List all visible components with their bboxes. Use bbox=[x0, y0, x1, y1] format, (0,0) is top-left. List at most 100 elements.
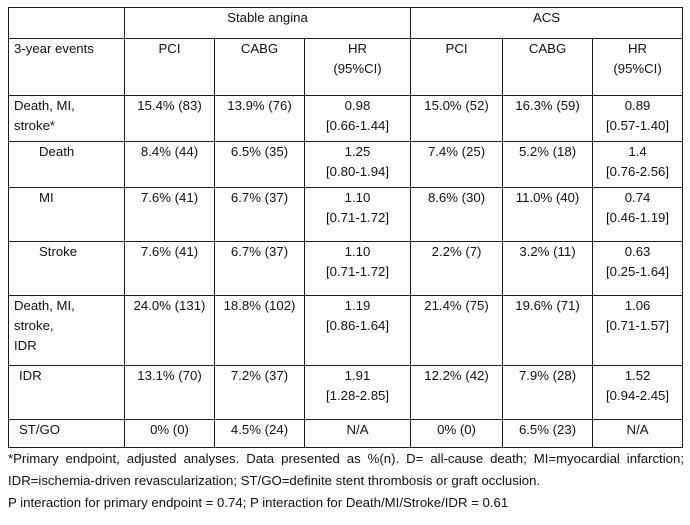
footnote-interaction: P interaction for primary endpoint = 0.7… bbox=[8, 495, 509, 510]
acs-cabg-cell: 11.0% (40) bbox=[502, 187, 594, 242]
outcomes-table: Stable angina ACS 3-year events PCI CABG… bbox=[8, 7, 684, 448]
stable-hr-cell: 1.10 [0.71-1.72] bbox=[303, 187, 412, 242]
stable-pci-cell: 15.4% (83) bbox=[124, 95, 215, 142]
acs-hr-cell-value: [0.71-1.57] bbox=[606, 318, 670, 333]
acs-cabg-cell: 16.3% (59) bbox=[502, 95, 594, 142]
header-columns-row: 3-year events PCI CABG HR (95%CI) PCI CA… bbox=[8, 38, 684, 96]
table-row: IDR 13.1% (70) 7.2% (37) 1.91 [1.28-2.85] 12.… bbox=[8, 365, 684, 420]
event-label: MI bbox=[39, 190, 54, 205]
event-label: Death bbox=[39, 144, 75, 159]
header-ci-label: (95%CI) bbox=[613, 61, 662, 76]
acs-hr-cell: N/A bbox=[592, 419, 684, 448]
acs-hr-cell-value: [0.76-2.56] bbox=[606, 164, 670, 179]
event-cell: ST/GO bbox=[8, 419, 125, 448]
event-label: Death, MI, bbox=[14, 298, 75, 313]
acs-pci-cell: 12.2% (42) bbox=[410, 365, 504, 420]
stable-cabg-cell: 6.7% (37) bbox=[214, 187, 305, 242]
acs-hr-cell: 0.63 [0.25-1.64] bbox=[592, 241, 684, 296]
acs-hr-cell-value: 1.4 bbox=[628, 144, 647, 159]
header-stable-hr: HR (95%CI) bbox=[303, 38, 412, 96]
acs-hr-cell-value: 1.06 bbox=[624, 298, 651, 313]
acs-pci-cell-value: 0% (0) bbox=[437, 422, 476, 437]
stable-hr-cell-value: N/A bbox=[346, 422, 369, 437]
stable-cabg-cell-value: 6.7% (37) bbox=[230, 244, 289, 259]
header-group-row: Stable angina ACS bbox=[8, 7, 684, 39]
header-stable-cabg: CABG bbox=[214, 38, 305, 96]
event-label: Stroke bbox=[39, 244, 78, 259]
stable-hr-cell: 1.25 [0.80-1.94] bbox=[303, 141, 412, 188]
acs-pci-cell: 15.0% (52) bbox=[410, 95, 504, 142]
stable-hr-cell-value: 1.10 bbox=[344, 244, 371, 259]
acs-hr-cell-value: [0.94-2.45] bbox=[606, 388, 670, 403]
event-cell: IDR bbox=[8, 365, 125, 420]
acs-cabg-cell-value: 11.0% (40) bbox=[515, 190, 580, 205]
stable-cabg-cell: 7.2% (37) bbox=[214, 365, 305, 420]
acs-hr-cell-value: 0.63 bbox=[624, 244, 651, 259]
acs-hr-cell-value: [0.46-1.19] bbox=[606, 210, 670, 225]
acs-cabg-cell-value: 7.9% (28) bbox=[518, 368, 577, 383]
acs-hr-cell-value: 0.89 bbox=[624, 98, 651, 113]
header-empty-cell bbox=[8, 7, 125, 39]
stable-hr-cell-value: 1.10 bbox=[344, 190, 371, 205]
acs-pci-cell: 7.4% (25) bbox=[410, 141, 504, 188]
stable-pci-cell-value: 7.6% (41) bbox=[140, 244, 199, 259]
acs-hr-cell-value: [0.25-1.64] bbox=[606, 264, 670, 279]
acs-hr-cell-value: [0.57-1.40] bbox=[606, 118, 670, 133]
acs-hr-cell: 1.06 [0.71-1.57] bbox=[592, 295, 684, 366]
stable-hr-cell: 0.98 [0.66-1.44] bbox=[303, 95, 412, 142]
stable-hr-cell: 1.10 [0.71-1.72] bbox=[303, 241, 412, 296]
stable-cabg-cell-value: 6.7% (37) bbox=[230, 190, 289, 205]
acs-pci-cell-value: 2.2% (7) bbox=[431, 244, 482, 259]
acs-cabg-cell: 3.2% (11) bbox=[502, 241, 594, 296]
stable-cabg-cell-value: 18.8% (102) bbox=[223, 298, 296, 313]
event-label: IDR bbox=[14, 338, 37, 353]
table-body: Death, MI, stroke* 15.4% (83) 13.9% (76) 0.9… bbox=[8, 95, 684, 448]
stable-hr-cell: N/A bbox=[303, 419, 412, 448]
acs-cabg-cell: 6.5% (23) bbox=[502, 419, 594, 448]
stable-hr-cell: 1.19 [0.86-1.64] bbox=[303, 295, 412, 366]
stable-cabg-cell: 4.5% (24) bbox=[214, 419, 305, 448]
acs-pci-cell: 0% (0) bbox=[410, 419, 504, 448]
acs-cabg-cell-value: 19.6% (71) bbox=[515, 298, 580, 313]
header-acs: ACS bbox=[410, 7, 684, 39]
stable-pci-cell-value: 13.1% (70) bbox=[137, 368, 202, 383]
header-acs-cabg: CABG bbox=[502, 38, 594, 96]
stable-hr-cell-value: [0.80-1.94] bbox=[325, 164, 390, 179]
stable-pci-cell-value: 0% (0) bbox=[150, 422, 189, 437]
event-label: IDR bbox=[19, 368, 42, 383]
stable-hr-cell-value: [0.66-1.44] bbox=[325, 118, 390, 133]
acs-cabg-cell: 5.2% (18) bbox=[502, 141, 594, 188]
stable-hr-cell: 1.91 [1.28-2.85] bbox=[303, 365, 412, 420]
acs-pci-cell: 2.2% (7) bbox=[410, 241, 504, 296]
acs-pci-cell: 8.6% (30) bbox=[410, 187, 504, 242]
table-row: ST/GO 0% (0) 4.5% (24) N/A 0% (0) 6.5% (23) N/… bbox=[8, 419, 684, 448]
event-cell: MI bbox=[8, 187, 125, 242]
stable-pci-cell: 8.4% (44) bbox=[124, 141, 215, 188]
stable-pci-cell: 24.0% (131) bbox=[124, 295, 215, 366]
event-cell: Stroke bbox=[8, 241, 125, 296]
stable-hr-cell-value: 1.19 bbox=[344, 298, 371, 313]
acs-cabg-cell-value: 16.3% (59) bbox=[515, 98, 580, 113]
acs-cabg-cell-value: 6.5% (23) bbox=[518, 422, 577, 437]
event-label: Death, MI, bbox=[14, 98, 75, 113]
acs-hr-cell: 0.74 [0.46-1.19] bbox=[592, 187, 684, 242]
stable-pci-cell: 7.6% (41) bbox=[124, 187, 215, 242]
table-row: Death 8.4% (44) 6.5% (35) 1.25 [0.80-1.94] 7.… bbox=[8, 141, 684, 188]
stable-hr-cell-value: [0.71-1.72] bbox=[325, 264, 390, 279]
stable-pci-cell-value: 15.4% (83) bbox=[137, 98, 202, 113]
header-hr-label: HR bbox=[628, 41, 648, 56]
stable-pci-cell-value: 7.6% (41) bbox=[140, 190, 199, 205]
stable-hr-cell-value: 1.91 bbox=[344, 368, 371, 383]
acs-pci-cell-value: 12.2% (42) bbox=[424, 368, 489, 383]
stable-hr-cell-value: 0.98 bbox=[344, 98, 371, 113]
stable-pci-cell: 7.6% (41) bbox=[124, 241, 215, 296]
acs-hr-cell: 0.89 [0.57-1.40] bbox=[592, 95, 684, 142]
header-ci-label: (95%CI) bbox=[333, 61, 382, 76]
acs-cabg-cell: 7.9% (28) bbox=[502, 365, 594, 420]
stable-cabg-cell: 6.5% (35) bbox=[214, 141, 305, 188]
stable-pci-cell-value: 8.4% (44) bbox=[140, 144, 199, 159]
footnotes: *Primary endpoint, adjusted analyses. Da… bbox=[8, 448, 684, 514]
acs-hr-cell: 1.4 [0.76-2.56] bbox=[592, 141, 684, 188]
event-label: ST/GO bbox=[19, 422, 61, 437]
